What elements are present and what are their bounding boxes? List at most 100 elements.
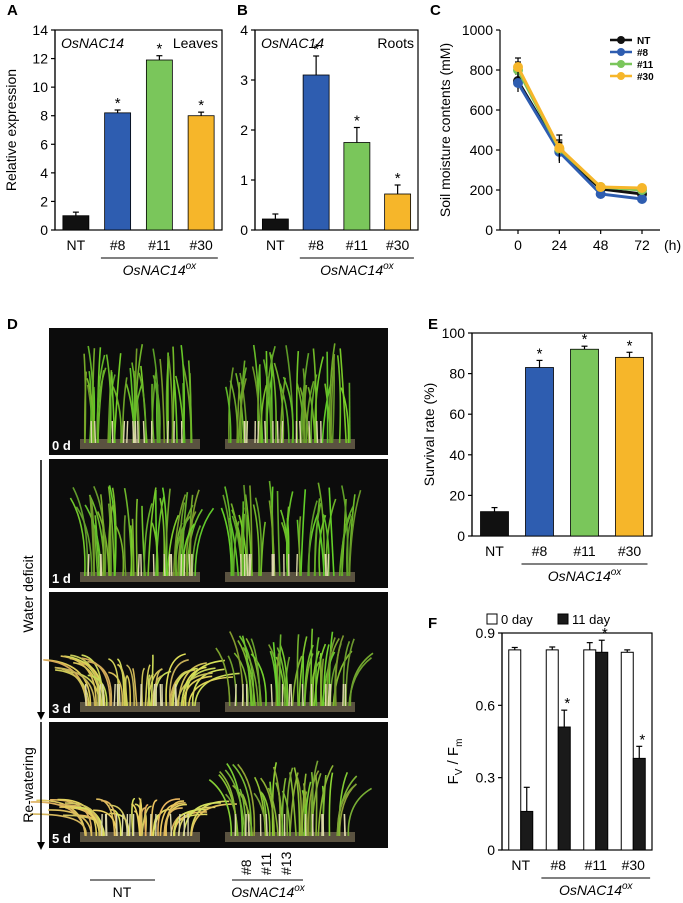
plant-stem <box>111 420 114 444</box>
plant-leaf <box>325 637 336 707</box>
plant-leaf <box>232 763 252 837</box>
plant-leaf <box>108 485 117 577</box>
series-line-line-30 <box>516 66 643 190</box>
plant-leaf <box>252 504 260 577</box>
plant-leaf <box>152 348 160 444</box>
plant-leaf <box>180 345 186 444</box>
y-tick-label: 80 <box>449 366 465 382</box>
y-axis-label: Relative expression <box>3 69 19 191</box>
plant-leaf <box>349 652 374 707</box>
plant-leaf <box>108 504 114 577</box>
plant-leaf <box>153 380 161 444</box>
plant-stem <box>152 553 155 577</box>
plant-leaf <box>112 386 123 444</box>
plant-leaf <box>278 634 282 707</box>
plant-leaf <box>271 762 278 837</box>
plant-stem <box>290 683 293 707</box>
plant-leaf <box>54 666 96 707</box>
group-label-name: OsNAC14 <box>320 262 383 278</box>
plant-leaf <box>239 378 247 444</box>
series-point-line-30 <box>513 62 523 72</box>
bar-NT <box>480 511 509 537</box>
plant-stem <box>281 420 284 444</box>
y-tick-label: 10 <box>32 79 48 95</box>
bar-11day <box>632 757 646 851</box>
plant-leaf <box>275 782 284 837</box>
plant-leaf <box>125 674 132 707</box>
plant-leaf <box>180 667 216 707</box>
significance-star: * <box>354 113 360 130</box>
plant-leaf <box>194 672 240 707</box>
plant-leaf <box>144 664 151 707</box>
plant-leaf <box>161 487 168 577</box>
plant-leaf <box>110 371 116 444</box>
plant-stem <box>132 420 135 444</box>
plant-leaf <box>276 647 288 707</box>
plant-leaf <box>157 798 181 837</box>
y-axis-label-part: F <box>445 747 462 756</box>
legend-swatch-dot <box>617 36 625 44</box>
x-tick-label: 72 <box>634 237 650 253</box>
re-watering-label: Re-watering <box>20 747 36 822</box>
significance-star: * <box>564 695 570 712</box>
plant-leaf <box>57 798 98 837</box>
legend-swatch <box>486 613 498 625</box>
plant-leaf <box>250 653 267 707</box>
plant-stem <box>270 683 273 707</box>
plant-leaf <box>150 799 158 837</box>
plant-leaf <box>87 660 113 707</box>
x-tick-label: #30 <box>386 237 410 253</box>
y-tick-label: 40 <box>449 447 465 463</box>
series-line-NT <box>516 80 643 196</box>
legend-label: #11 <box>637 60 654 71</box>
panel-letter-d: D <box>7 316 18 333</box>
plant-leaf <box>131 667 138 707</box>
x-tick-label: NT <box>67 237 86 253</box>
plant-stem <box>134 420 137 444</box>
plant-leaf <box>55 669 90 707</box>
y-tick-label: 1000 <box>462 22 493 38</box>
plant-leaf <box>182 675 213 707</box>
plant-leaf <box>250 638 261 707</box>
y-axis-label: FV / Fm <box>445 739 465 785</box>
y-axis-label-part: F <box>445 775 462 784</box>
plant-leaf <box>273 362 285 444</box>
plant-leaf <box>138 372 147 444</box>
plant-stem <box>174 683 178 707</box>
y-tick-label: 2 <box>240 122 248 138</box>
plant-leaf <box>260 384 268 444</box>
plant-stem <box>264 420 267 444</box>
plant-leaf <box>267 787 279 837</box>
bar-line-8 <box>302 74 330 231</box>
y-tick-label: 2 <box>40 193 48 209</box>
oe-group-sup: ox <box>294 883 306 894</box>
plant-stem <box>121 813 124 837</box>
plant-stem <box>152 683 156 707</box>
plant-leaf <box>147 674 151 707</box>
plant-leaf <box>334 635 345 707</box>
plant-leaf <box>123 515 127 577</box>
panel-letter-c: C <box>430 2 441 19</box>
group-label-sup: ox <box>622 881 634 892</box>
legend-swatch-dot <box>617 48 625 56</box>
plant-leaf <box>97 370 105 444</box>
legend-label: 0 day <box>501 612 533 627</box>
line-label-11: #11 <box>258 852 274 875</box>
plant-leaf <box>330 354 336 444</box>
plant-tray <box>225 702 355 712</box>
plant-leaf <box>151 383 155 444</box>
plant-stem <box>149 813 152 837</box>
plant-leaf <box>258 365 264 444</box>
plant-leaf <box>236 382 241 444</box>
plant-leaf <box>282 376 294 444</box>
plant-leaf <box>253 776 267 837</box>
legend-label: NT <box>637 36 650 47</box>
plant-leaf <box>342 641 351 707</box>
y-axis-label-part: V <box>454 768 465 775</box>
plant-stem <box>113 683 116 707</box>
x-tick-label: NT <box>511 857 530 873</box>
plant-leaf <box>151 675 163 707</box>
plant-leaf <box>227 655 238 707</box>
plant-leaf <box>147 487 157 577</box>
